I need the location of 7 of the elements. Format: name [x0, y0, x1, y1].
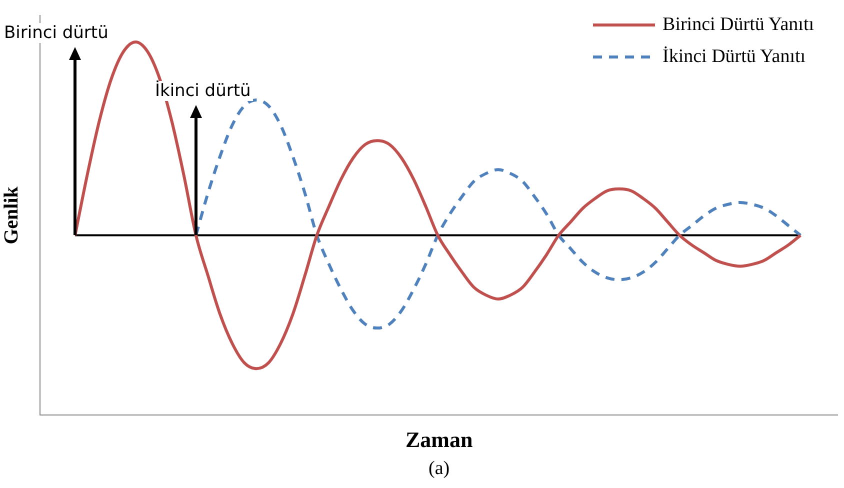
x-axis-title: Zaman — [406, 427, 473, 453]
legend-label: Birinci Dürtü Yanıtı — [662, 14, 814, 36]
text: (a) — [428, 458, 450, 480]
legend-label: İkinci Dürtü Yanıtı — [662, 46, 806, 68]
annotation: İkinci dürtü — [152, 81, 253, 102]
y-axis-title: Genlik — [0, 186, 24, 244]
annotation: Birinci dürtü — [2, 23, 110, 44]
